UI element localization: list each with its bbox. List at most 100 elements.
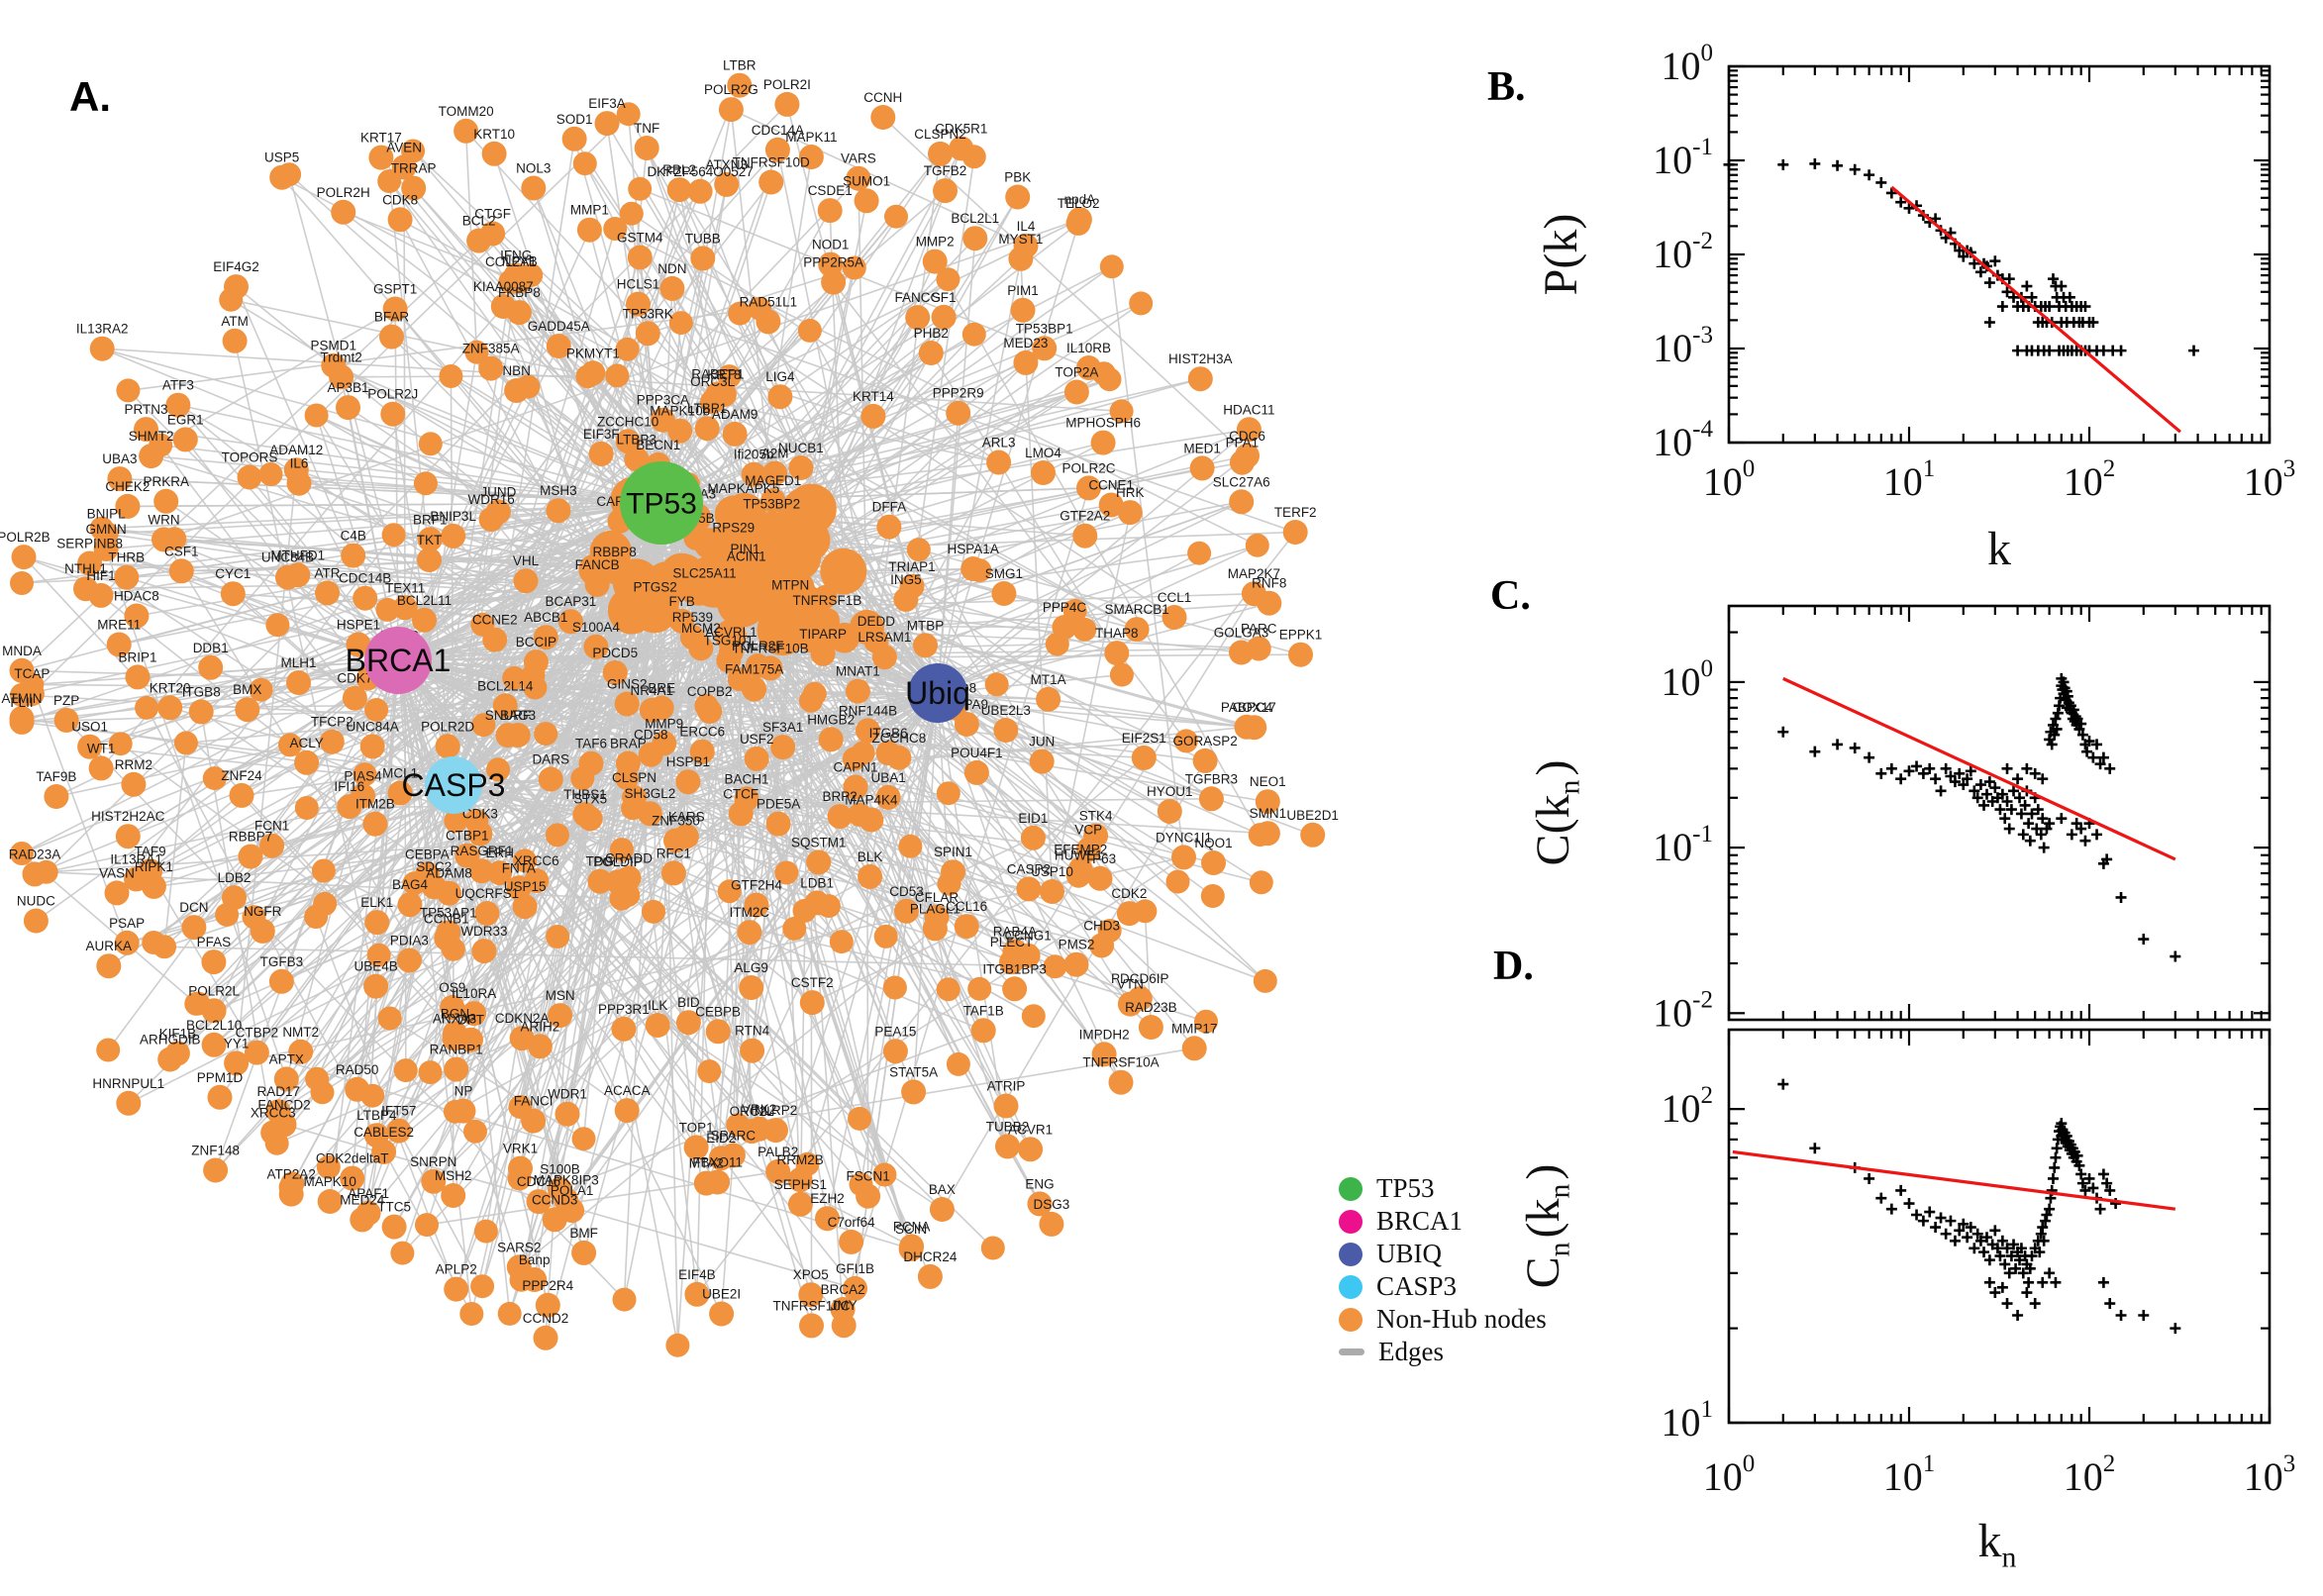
network-node-label: HIST2H2AC xyxy=(91,809,165,824)
network-node xyxy=(157,1047,183,1072)
network-node-label: npdA xyxy=(1064,192,1096,207)
network-node-label: ANXA3 xyxy=(433,1011,476,1026)
network-node-label: VRK1 xyxy=(503,1142,538,1156)
network-node-label: HYOU1 xyxy=(1147,784,1193,799)
y-tick-label: 10-3 xyxy=(1653,322,1713,370)
network-node-label: UQCRFS1 xyxy=(455,886,520,901)
network-edge xyxy=(660,302,1142,504)
network-node xyxy=(1255,789,1280,815)
network-node xyxy=(387,207,413,233)
network-node xyxy=(693,1170,719,1196)
network-node-label: ELK1 xyxy=(360,895,393,910)
network-node xyxy=(619,201,644,226)
network-node-label: LTBR xyxy=(723,58,757,73)
data-point xyxy=(1983,1254,1995,1266)
data-point xyxy=(2050,1151,2062,1163)
network-node xyxy=(1127,986,1153,1012)
network-node xyxy=(901,1079,927,1105)
data-point xyxy=(2094,1203,2106,1215)
network-node-label: ATP2A2 xyxy=(267,1167,316,1182)
network-edge xyxy=(713,576,1105,1055)
network-node xyxy=(1040,879,1064,904)
network-node-label: IL10RB xyxy=(1066,341,1111,355)
network-node xyxy=(346,632,371,657)
network-node-label: SMN1 xyxy=(1250,806,1287,821)
network-node xyxy=(44,784,69,809)
network-node xyxy=(917,1263,943,1289)
network-node-label: SLC25A11 xyxy=(672,565,736,580)
y-tick-label: 102 xyxy=(1662,1082,1714,1131)
network-node xyxy=(886,745,912,770)
network-node xyxy=(1090,430,1116,455)
data-point xyxy=(1777,726,1789,738)
network-node xyxy=(770,735,796,760)
network-node xyxy=(364,698,389,722)
network-node xyxy=(721,535,747,560)
network-node-label: SNURF xyxy=(485,708,532,723)
network-node xyxy=(928,141,953,166)
network-node-label: PLAGL1 xyxy=(910,901,960,916)
network-node xyxy=(615,337,640,361)
network-node xyxy=(275,564,300,590)
network-node-label: DHCR24 xyxy=(903,1249,958,1264)
network-node-label: RBL2 xyxy=(662,162,696,177)
network-node xyxy=(443,1021,467,1047)
network-node-label: HUWE1 xyxy=(1055,848,1103,863)
network-labels: TP53RK KIAA0087 THAP8 CDC14B NTHL1 DSG3 VRK1 GT… xyxy=(0,58,1339,1326)
network-node xyxy=(758,169,784,195)
network-edge xyxy=(937,692,1187,743)
network-node xyxy=(804,890,830,916)
network-node xyxy=(980,1236,1005,1260)
data-point xyxy=(2044,1267,2056,1279)
network-node-label: MCL1 xyxy=(382,766,418,781)
network-node-label: POLR2I xyxy=(763,77,811,92)
network-node xyxy=(507,268,533,294)
panel-c-label: C. xyxy=(1490,573,1531,619)
network-node-label: SDC2 xyxy=(416,859,452,874)
network-node xyxy=(612,1287,637,1312)
network-node xyxy=(580,360,606,386)
network-node xyxy=(584,571,610,597)
network-node-label: NFYB xyxy=(502,253,538,268)
network-node-label: NMT2 xyxy=(282,1025,319,1040)
network-edge xyxy=(731,108,1027,248)
network-node xyxy=(350,1207,375,1233)
network-node xyxy=(1187,366,1213,392)
network-node-label: ENG xyxy=(1025,1176,1054,1191)
legend-node-swatch xyxy=(1339,1242,1363,1266)
network-node xyxy=(774,91,800,117)
network-node xyxy=(1282,520,1308,545)
network-node-label: TKT xyxy=(417,533,443,548)
network-node-label: RPS29 xyxy=(712,521,755,536)
data-point xyxy=(2037,773,2049,785)
network-edge xyxy=(333,364,662,504)
network-node xyxy=(1036,686,1061,712)
network-node xyxy=(684,1281,710,1307)
data-point xyxy=(2170,1323,2181,1335)
network-node-label: RBBP8 xyxy=(592,545,636,559)
network-node xyxy=(1065,210,1091,236)
network-node xyxy=(471,939,497,964)
network-node xyxy=(668,311,693,336)
data-point xyxy=(2138,934,2150,946)
network-node xyxy=(1039,1211,1064,1237)
network-node xyxy=(470,1274,495,1299)
network-node-label: BNIP3L xyxy=(430,509,476,524)
network-node-label: VARS xyxy=(841,151,876,166)
network-node-label: RRM2 xyxy=(115,757,152,772)
network-node xyxy=(970,1018,996,1044)
network-node-label: TAF9 xyxy=(135,844,166,858)
network-node xyxy=(512,894,538,920)
network-edge xyxy=(660,266,856,504)
data-point xyxy=(1809,746,1821,757)
network-node xyxy=(936,267,960,292)
data-point xyxy=(2097,1276,2109,1288)
y-tick-label: 10-2 xyxy=(1653,228,1713,276)
network-node-label: VASN xyxy=(99,865,135,880)
network-node xyxy=(1043,954,1067,979)
data-point xyxy=(1935,1212,1947,1224)
network-node xyxy=(1181,1036,1207,1061)
network-node xyxy=(1257,590,1282,616)
network-node xyxy=(842,747,866,771)
network-node-label: ZNF350 xyxy=(652,813,700,828)
